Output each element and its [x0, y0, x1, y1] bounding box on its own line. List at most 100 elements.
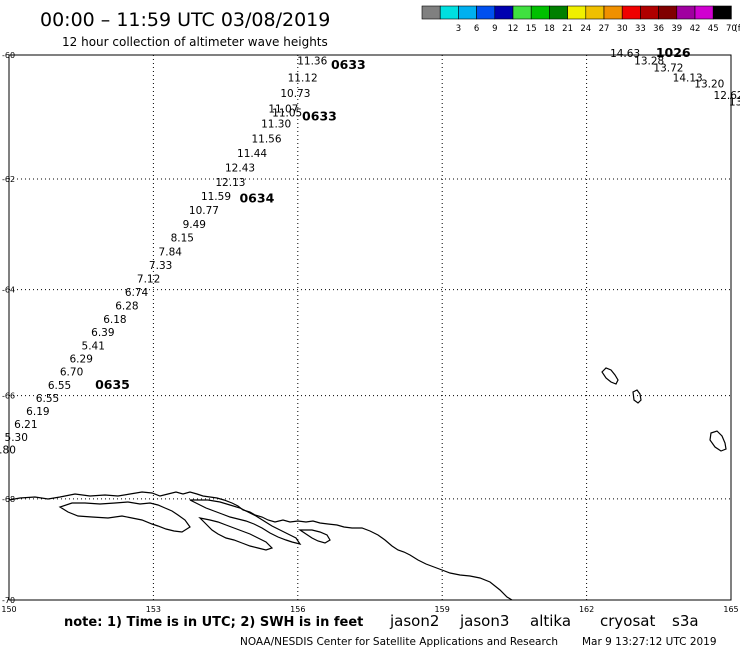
legend-swatch — [712, 5, 732, 20]
pass-time-label: 1026 — [656, 45, 691, 60]
coastline-bay — [198, 517, 274, 551]
footer-credit: NOAA/NESDIS Center for Satellite Applica… — [240, 636, 558, 648]
coastline-ice-shelf — [58, 501, 191, 533]
wave-height-value: 12.62 — [714, 90, 740, 102]
satellite-name: jason2 — [389, 612, 439, 630]
island-sturge — [709, 430, 727, 452]
legend-label: 30 — [617, 24, 628, 34]
legend-swatch — [512, 5, 532, 20]
lat-tick-label: -62 — [2, 175, 15, 184]
legend-label: 33 — [635, 24, 646, 34]
map-title: 00:00 – 11:59 UTC 03/08/2019 — [40, 9, 330, 31]
legend-swatch — [676, 5, 696, 20]
legend-swatch — [567, 5, 587, 20]
wave-height-value: 11.07 — [268, 104, 298, 116]
lon-tick-label: 156 — [290, 605, 305, 614]
lon-tick-label: 162 — [579, 605, 594, 614]
wave-height-value: 6.55 — [36, 393, 59, 405]
lon-tick-label: 165 — [723, 605, 738, 614]
wave-height-value: 6.21 — [14, 419, 37, 431]
footer-timestamp: Mar 9 13:27:12 UTC 2019 — [582, 636, 717, 648]
map-subtitle: 12 hour collection of altimeter wave hei… — [62, 35, 328, 49]
wave-height-value: 12.43 — [225, 163, 255, 175]
wave-height-value: 7.84 — [159, 246, 183, 258]
lat-tick-label: -60 — [2, 51, 15, 60]
legend-swatch — [549, 5, 568, 20]
legend-swatch — [603, 5, 623, 20]
legend-label: 70 — [726, 24, 737, 34]
legend-swatch — [476, 5, 496, 20]
lat-lon-grid — [9, 55, 731, 600]
pass-time-label: 0633 — [302, 109, 337, 124]
lon-tick-label: 150 — [1, 605, 16, 614]
legend-label: 27 — [599, 24, 610, 34]
wave-height-value: 4.80 — [0, 445, 16, 457]
legend-swatch — [494, 5, 514, 20]
legend-swatch — [621, 5, 641, 20]
wave-height-value: 10.77 — [189, 205, 219, 217]
wave-height-value: 11.36 — [297, 55, 327, 67]
legend-label: 15 — [526, 24, 537, 34]
legend-label: 39 — [671, 24, 682, 34]
legend-label: 12 — [508, 24, 519, 34]
wave-height-value: 6.28 — [115, 300, 138, 312]
lon-tick-label: 159 — [435, 605, 450, 614]
satellite-name: altika — [530, 612, 571, 630]
lat-tick-label: -70 — [2, 596, 15, 605]
satellite-name: cryosat — [600, 612, 655, 630]
legend-label: 6 — [474, 24, 479, 34]
coastline-peninsula — [189, 499, 302, 545]
lat-tick-label: -64 — [2, 286, 15, 295]
satellite-name: s3a — [672, 612, 699, 630]
wave-height-value: 11.44 — [237, 148, 267, 160]
wave-height-value: 13.20 — [694, 79, 724, 91]
legend-label: 24 — [580, 24, 591, 34]
legend-swatch — [421, 5, 441, 20]
footer-note: note: 1) Time is in UTC; 2) SWH is in fe… — [64, 615, 363, 630]
wave-height-value: 8.15 — [171, 233, 194, 245]
legend-label: 21 — [562, 24, 573, 34]
legend-swatch — [439, 5, 459, 20]
wave-height-value: 13.72 — [653, 62, 683, 74]
lat-tick-label: -68 — [2, 495, 15, 504]
wave-height-value: 7.33 — [149, 260, 172, 272]
wave-height-value: 6.18 — [103, 314, 126, 326]
wave-height-value: 6.39 — [91, 327, 114, 339]
wave-height-value: 14.13 — [673, 72, 703, 84]
wave-height-value: 13.3 — [729, 96, 740, 108]
legend-unit: (ft) — [734, 24, 740, 34]
wave-height-value: 5.41 — [82, 340, 105, 352]
legend-label: 3 — [456, 24, 461, 34]
lat-tick-label: -66 — [2, 392, 15, 401]
pass-time-label: 0633 — [331, 57, 366, 72]
wave-height-value: 6.29 — [70, 354, 93, 366]
wave-height-value: 7.12 — [137, 274, 160, 286]
legend-swatch — [658, 5, 678, 20]
legend-swatch — [530, 5, 550, 20]
wave-height-value: 14.63 — [610, 48, 640, 60]
wave-height-value: 6.70 — [60, 367, 83, 379]
wave-height-value: 11.05 — [272, 107, 302, 119]
coastline-inlet — [298, 529, 331, 544]
legend-swatch — [694, 5, 714, 20]
wave-height-value: 13.28 — [634, 55, 664, 67]
map-frame — [8, 54, 732, 601]
wave-height-value: 6.55 — [48, 380, 71, 392]
wave-height-value: 12.13 — [215, 177, 245, 189]
legend-swatch — [640, 5, 659, 20]
legend-label: 9 — [492, 24, 497, 34]
wave-height-value: 10.73 — [280, 88, 310, 100]
wave-height-value: 9.49 — [183, 219, 206, 231]
island-young — [601, 367, 619, 385]
wave-height-value: 5.30 — [5, 432, 28, 444]
legend-label: 36 — [653, 24, 664, 34]
wave-height-value: 11.59 — [201, 191, 231, 203]
wave-height-value: 6.74 — [125, 287, 149, 299]
lon-tick-label: 153 — [146, 605, 161, 614]
antarctic-coastline — [8, 491, 513, 601]
